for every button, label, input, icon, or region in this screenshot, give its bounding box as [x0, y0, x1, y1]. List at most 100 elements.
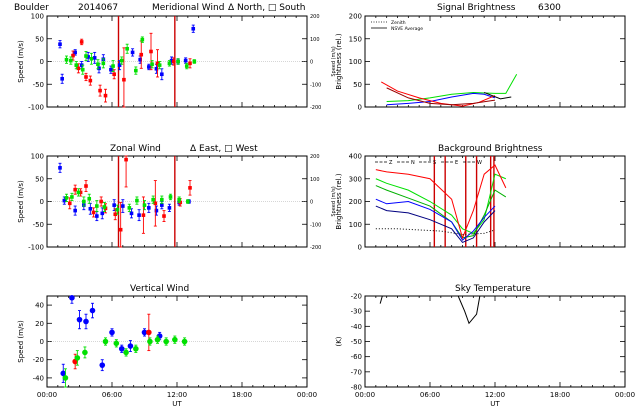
- meridional-ytick-label: 100: [31, 13, 44, 21]
- skytemp-xtick-label: 18:00: [550, 391, 570, 399]
- vertical-point: [89, 307, 96, 314]
- zonal-right-tick-label: -200: [310, 245, 321, 251]
- signal-plot: [364, 15, 626, 108]
- zonal-point: [73, 208, 77, 213]
- vertical-plot: [46, 295, 308, 388]
- vertical-point: [147, 338, 153, 345]
- meridional-point: [69, 58, 73, 63]
- zonal-ytick-label: -100: [28, 244, 44, 252]
- meridional-point: [188, 61, 192, 66]
- zonal-point: [62, 198, 67, 203]
- skytemp-series-line: [457, 295, 481, 325]
- meridional-point: [74, 63, 79, 67]
- meridional-point: [149, 49, 153, 54]
- signal-legend-label: Zenith: [391, 20, 406, 26]
- vertical-title: Vertical Wind: [130, 284, 189, 294]
- skytemp-xtick-label: 06:00: [420, 391, 440, 399]
- zonal-ytick-label: -50: [33, 221, 44, 229]
- meridional-point: [171, 59, 176, 64]
- signal-title: Signal Brightness: [437, 3, 516, 13]
- zonal-point: [67, 201, 72, 206]
- background-ytick-label: 200: [349, 198, 362, 206]
- meridional-point: [169, 58, 174, 63]
- zonal-point: [95, 214, 99, 218]
- vertical-point: [172, 336, 178, 343]
- signal-series-line: [386, 92, 496, 106]
- meridional-point: [155, 61, 160, 66]
- zonal-ytick-label: 50: [35, 175, 44, 183]
- vertical-point: [133, 345, 139, 352]
- zonal-right-tick-label: -100: [310, 222, 321, 228]
- zonal-point: [129, 211, 134, 216]
- skytemp-title: Sky Temperature: [455, 284, 531, 294]
- meridional-point: [60, 76, 64, 81]
- signal-series-line: [483, 91, 512, 100]
- meridional-point: [125, 46, 129, 51]
- vertical-point: [146, 329, 152, 336]
- meridional-point: [86, 55, 90, 59]
- meridional-point: [76, 66, 81, 71]
- signal-ytick-label: 150: [349, 35, 362, 43]
- meridional-point: [167, 61, 172, 66]
- zonal-point: [70, 195, 74, 199]
- zonal-point: [162, 214, 166, 218]
- meridional-right-tick-label: -200: [310, 105, 321, 111]
- meridional-point: [154, 66, 159, 71]
- background-series-line: [375, 198, 496, 241]
- zonal-plot: [46, 155, 308, 248]
- meridional-point: [79, 40, 84, 44]
- skytemp-ytick-label: -20: [351, 293, 362, 301]
- meridional-title: Meridional Wind: [152, 3, 224, 13]
- meridional-point: [98, 88, 102, 93]
- meridional-point: [96, 62, 100, 67]
- meridional-ytick-label: -100: [28, 104, 44, 112]
- meridional-point: [138, 57, 142, 62]
- skytemp-ytick-label: -70: [351, 368, 362, 376]
- vertical-point: [62, 375, 69, 381]
- background-series-line: [375, 205, 496, 244]
- background-legend-label: E: [455, 160, 458, 166]
- zonal-point: [135, 198, 139, 203]
- vertical-point: [69, 295, 75, 301]
- meridional-ytick-label: 50: [35, 35, 44, 43]
- zonal-point: [186, 199, 190, 204]
- skytemp-ytick-label: -40: [351, 323, 362, 331]
- meridional-ylabel: Speed (m/s): [17, 40, 25, 83]
- zonal-ylabel: Speed (m/s): [17, 180, 25, 223]
- vertical-point: [60, 370, 67, 377]
- zonal-legend: Δ East, □ West: [190, 144, 258, 154]
- skytemp-xlabel: UT: [490, 400, 500, 408]
- zonal-point: [113, 212, 118, 217]
- meridional-point: [130, 50, 135, 55]
- vertical-xtick-label: 00:00: [37, 391, 57, 399]
- vertical-point: [163, 338, 169, 345]
- meridional-point: [101, 61, 106, 66]
- zonal-point: [82, 199, 86, 204]
- skytemp-xtick-label: 00:00: [355, 391, 375, 399]
- meridional-right-tick-label: 200: [310, 14, 320, 20]
- signal-ytick-label: 0: [358, 104, 362, 112]
- vertical-point: [141, 329, 148, 336]
- signal-wavelength: 6300: [538, 3, 561, 13]
- meridional-point: [117, 63, 122, 67]
- skytemp-xtick-label: 00:00: [615, 391, 635, 399]
- vertical-point: [99, 362, 106, 368]
- zonal-point: [168, 195, 173, 199]
- meridional-point: [109, 67, 113, 72]
- meridional-point: [160, 72, 164, 77]
- zonal-point: [84, 184, 88, 188]
- meridional-point: [92, 56, 97, 60]
- meridional-point: [183, 58, 188, 63]
- vertical-point: [113, 340, 120, 347]
- meridional-plot: [46, 15, 308, 108]
- background-ytick-label: 300: [349, 175, 362, 183]
- vertical-point: [127, 343, 134, 349]
- zonal-point: [91, 210, 96, 215]
- vertical-xtick-label: 18:00: [232, 391, 252, 399]
- zonal-point: [167, 206, 172, 210]
- skytemp-ylabel: (K): [335, 336, 343, 346]
- meridional-point: [176, 59, 180, 64]
- vertical-ytick-label: 40: [35, 302, 44, 310]
- zonal-point: [88, 206, 93, 211]
